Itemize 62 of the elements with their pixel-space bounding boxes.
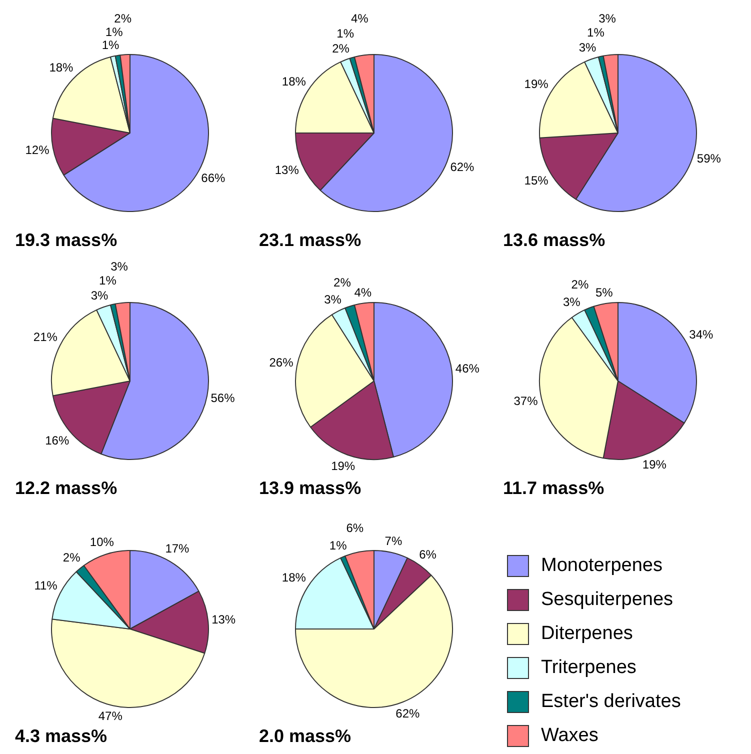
data-label: 2% bbox=[571, 277, 589, 292]
data-label: 13% bbox=[212, 612, 236, 626]
data-label: 46% bbox=[455, 362, 480, 376]
data-label: 17% bbox=[165, 541, 190, 556]
text: 2.0 mass% bbox=[258, 726, 352, 747]
data-label: 62% bbox=[396, 706, 420, 720]
data-label: 1% bbox=[105, 24, 124, 39]
data-label: 4% bbox=[350, 12, 369, 26]
data-label: 19% bbox=[642, 458, 667, 472]
data-label: 18% bbox=[282, 74, 306, 88]
data-label: 37% bbox=[514, 394, 538, 408]
data-label: 15% bbox=[524, 174, 549, 188]
data-label: 18% bbox=[282, 570, 306, 584]
data-label: 3% bbox=[598, 12, 616, 26]
data-label: 2% bbox=[114, 12, 132, 26]
data-label: 2% bbox=[334, 275, 352, 290]
data-label: 26% bbox=[269, 356, 294, 370]
legend-label: Diterpenes bbox=[541, 623, 633, 645]
data-label: 19% bbox=[524, 77, 549, 92]
text: 12.2 mass% bbox=[14, 478, 118, 499]
data-label: 56% bbox=[210, 391, 236, 406]
data-label: 3% bbox=[110, 260, 128, 274]
data-label: 10% bbox=[90, 534, 114, 549]
data-label: 3% bbox=[562, 294, 581, 309]
data-label: 21% bbox=[33, 330, 58, 344]
data-label: 3% bbox=[578, 40, 596, 55]
data-label: 12% bbox=[25, 143, 50, 158]
legend-label: Monoterpenes bbox=[541, 555, 662, 577]
data-label: 11% bbox=[34, 578, 58, 592]
data-label: 66% bbox=[201, 171, 226, 186]
data-label: 5% bbox=[595, 286, 614, 300]
text: 4.3 mass% bbox=[14, 726, 108, 747]
data-label: 1% bbox=[329, 538, 348, 552]
data-label: 2% bbox=[62, 550, 81, 565]
legend-label: Triterpenes bbox=[541, 657, 636, 679]
legend-label: Sesquiterpenes bbox=[541, 589, 674, 611]
data-label: 2% bbox=[332, 41, 350, 56]
data-label: 6% bbox=[346, 521, 364, 536]
data-label: 47% bbox=[98, 709, 123, 724]
data-label: 34% bbox=[689, 328, 714, 342]
text: 23.1 mass% bbox=[258, 230, 362, 251]
data-label: 3% bbox=[324, 292, 342, 306]
data-label: 7% bbox=[384, 534, 402, 548]
data-label: 1% bbox=[587, 26, 605, 40]
legend-label: Ester's derivates bbox=[541, 691, 681, 713]
data-label: 1% bbox=[99, 274, 117, 288]
text: 13.9 mass% bbox=[258, 478, 362, 499]
data-label: 16% bbox=[45, 434, 70, 448]
text: 19.3 mass% bbox=[14, 230, 118, 251]
data-label: 3% bbox=[90, 288, 108, 303]
data-label: 62% bbox=[450, 160, 475, 174]
data-label: 18% bbox=[49, 60, 74, 75]
data-label: 4% bbox=[354, 285, 372, 300]
data-label: 13% bbox=[274, 163, 300, 178]
text: 13.6 mass% bbox=[502, 230, 606, 251]
data-label: 6% bbox=[419, 547, 437, 562]
data-label: 1% bbox=[336, 26, 354, 41]
data-label: 19% bbox=[331, 459, 356, 474]
legend-label: Waxes bbox=[541, 725, 598, 747]
data-label: 59% bbox=[696, 152, 722, 166]
data-label: 1% bbox=[102, 38, 120, 52]
text: 11.7 mass% bbox=[502, 478, 606, 499]
